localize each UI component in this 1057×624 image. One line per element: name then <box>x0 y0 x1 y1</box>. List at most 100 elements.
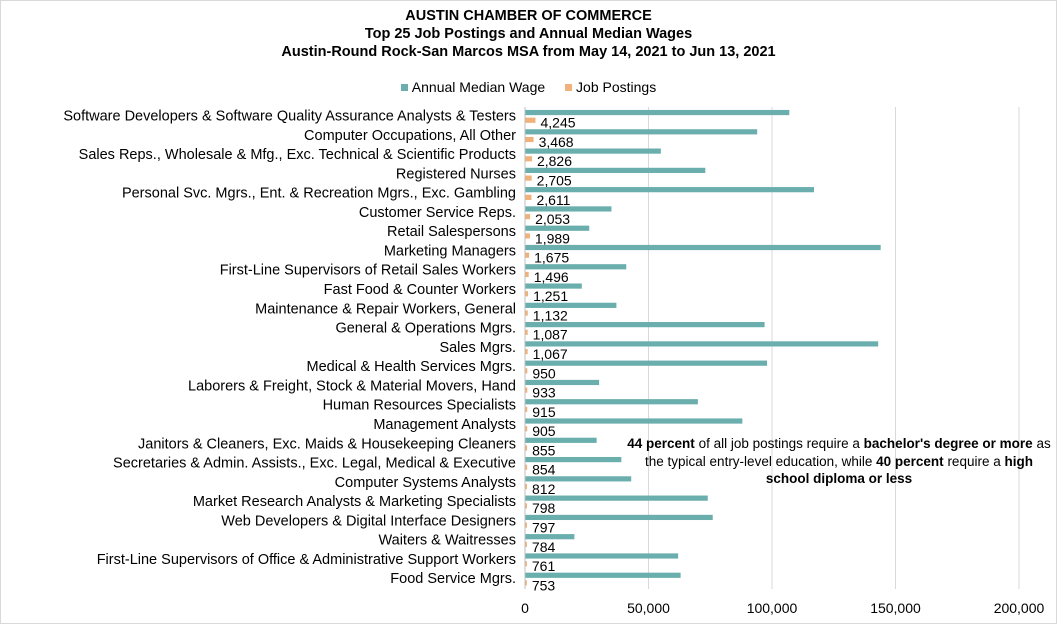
bar-job-postings <box>525 483 528 490</box>
note-part-7: high school diploma or less <box>765 453 1033 487</box>
category-label: Fast Food & Counter Workers <box>324 282 516 298</box>
job-postings-data-label: 797 <box>532 520 556 536</box>
bar-job-postings <box>525 522 527 528</box>
bar-annual-median-wage <box>525 418 743 424</box>
job-postings-data-label: 2,053 <box>535 211 570 227</box>
bar-annual-median-wage <box>525 109 790 116</box>
bar-annual-median-wage <box>525 456 622 463</box>
note-part-2: of all job postings require a <box>694 436 864 451</box>
bar-job-postings <box>525 214 531 220</box>
job-postings-data-label: 855 <box>532 442 556 458</box>
category-label: Sales Reps., Wholesale & Mfg., Exc. Tech… <box>79 147 516 163</box>
job-postings-data-label: 854 <box>532 462 556 478</box>
bar-job-postings <box>525 349 528 355</box>
category-label: Personal Svc. Mgrs., Ent. & Recreation M… <box>122 186 516 202</box>
category-label: Maintenance & Repair Workers, General <box>255 301 516 317</box>
note-part-4: as the typical entry-level education, wh… <box>645 436 1051 469</box>
category-label: Medical & Health Services Mgrs. <box>306 359 516 375</box>
note-part-6: require a <box>943 453 1005 469</box>
bar-annual-median-wage <box>525 225 590 231</box>
bar-annual-median-wage <box>525 534 575 540</box>
job-postings-data-label: 2,705 <box>537 172 572 188</box>
job-postings-data-label: 1,087 <box>533 327 568 343</box>
x-tick-label: 200,000 <box>994 600 1045 616</box>
bar-job-postings <box>525 503 527 509</box>
bar-job-postings <box>525 194 532 200</box>
job-postings-data-label: 2,611 <box>536 192 570 208</box>
bar-annual-median-wage <box>525 187 814 193</box>
legend-swatch-wage <box>400 83 408 91</box>
category-label: Web Developers & Digital Interface Desig… <box>221 513 516 529</box>
x-tick-label: 0 <box>521 600 529 616</box>
category-label: Secretaries & Admin. Assists., Exc. Lega… <box>113 456 516 472</box>
bar-job-postings <box>525 580 527 586</box>
legend-label-postings: Job Postings <box>576 79 657 95</box>
job-postings-data-label: 1,251 <box>533 288 568 304</box>
bar-job-postings <box>525 426 528 432</box>
bar-annual-median-wage <box>525 302 617 308</box>
bar-job-postings <box>525 368 528 374</box>
bar-job-postings <box>525 233 530 239</box>
job-postings-data-label: 1,989 <box>535 230 570 246</box>
legend-item-postings: Job Postings <box>565 79 656 95</box>
bar-job-postings <box>525 464 528 470</box>
job-postings-data-label: 4,245 <box>540 115 575 131</box>
bar-job-postings <box>525 406 528 413</box>
note-part-5: 40 percent <box>876 453 944 469</box>
job-postings-data-label: 1,067 <box>533 346 568 362</box>
bar-job-postings <box>525 117 536 123</box>
category-label: Retail Salespersons <box>387 224 516 240</box>
bar-job-postings <box>525 252 530 258</box>
bar-job-postings <box>525 387 528 393</box>
chart-titles: AUSTIN CHAMBER OF COMMERCE Top 25 Job Po… <box>0 7 1057 61</box>
bar-annual-median-wage <box>525 379 600 386</box>
bar-job-postings <box>525 156 532 162</box>
job-postings-data-label: 905 <box>532 423 556 439</box>
job-postings-data-label: 784 <box>532 539 556 555</box>
bar-annual-median-wage <box>525 148 661 154</box>
bar-annual-median-wage <box>525 341 879 347</box>
bar-job-postings <box>525 136 534 143</box>
bar-annual-median-wage <box>525 129 758 135</box>
bar-job-postings <box>525 445 528 451</box>
category-label: Human Resources Specialists <box>323 398 516 414</box>
category-label: Market Research Analysts & Marketing Spe… <box>193 494 516 510</box>
category-label: Computer Systems Analysts <box>335 475 516 491</box>
category-label: Marketing Managers <box>384 243 516 259</box>
bar-job-postings <box>525 175 532 181</box>
bar-annual-median-wage <box>525 360 768 366</box>
legend: Annual Median Wage Job Postings <box>0 79 1057 95</box>
chart-subtitle-1: Top 25 Job Postings and Annual Median Wa… <box>364 26 693 42</box>
bar-annual-median-wage <box>525 572 681 578</box>
bar-annual-median-wage <box>525 399 698 405</box>
bar-annual-median-wage <box>525 553 679 559</box>
job-postings-data-label: 950 <box>532 365 556 381</box>
bar-annual-median-wage <box>525 322 765 328</box>
bar-annual-median-wage <box>525 283 582 289</box>
bar-job-postings <box>525 329 528 335</box>
x-tick-label: 150,000 <box>870 600 921 616</box>
bar-annual-median-wage <box>525 167 706 173</box>
job-postings-data-label: 915 <box>532 404 556 420</box>
category-label: Waiters & Waitresses <box>378 533 516 549</box>
bar-annual-median-wage <box>525 264 627 270</box>
category-label: Janitors & Cleaners, Exc. Maids & Housek… <box>138 436 516 452</box>
category-label: Management Analysts <box>373 417 516 433</box>
chart-title: AUSTIN CHAMBER OF COMMERCE <box>405 8 652 24</box>
x-tick-label: 100,000 <box>747 600 798 616</box>
job-postings-data-label: 1,132 <box>533 307 568 323</box>
bar-annual-median-wage <box>525 476 632 482</box>
bar-annual-median-wage <box>525 437 597 443</box>
bar-job-postings <box>525 291 529 297</box>
bar-job-postings <box>525 561 527 567</box>
job-postings-data-label: 753 <box>532 577 556 593</box>
job-postings-data-label: 761 <box>532 558 556 574</box>
job-postings-data-label: 3,468 <box>539 134 574 150</box>
bar-annual-median-wage <box>525 206 612 212</box>
x-tick-label: 50,000 <box>627 600 670 616</box>
chart-subtitle-2: Austin-Round Rock-San Marcos MSA from Ma… <box>281 44 776 60</box>
category-label: Laborers & Freight, Stock & Material Mov… <box>188 378 516 394</box>
job-postings-data-label: 933 <box>532 385 556 401</box>
category-label: Computer Occupations, All Other <box>304 128 516 144</box>
